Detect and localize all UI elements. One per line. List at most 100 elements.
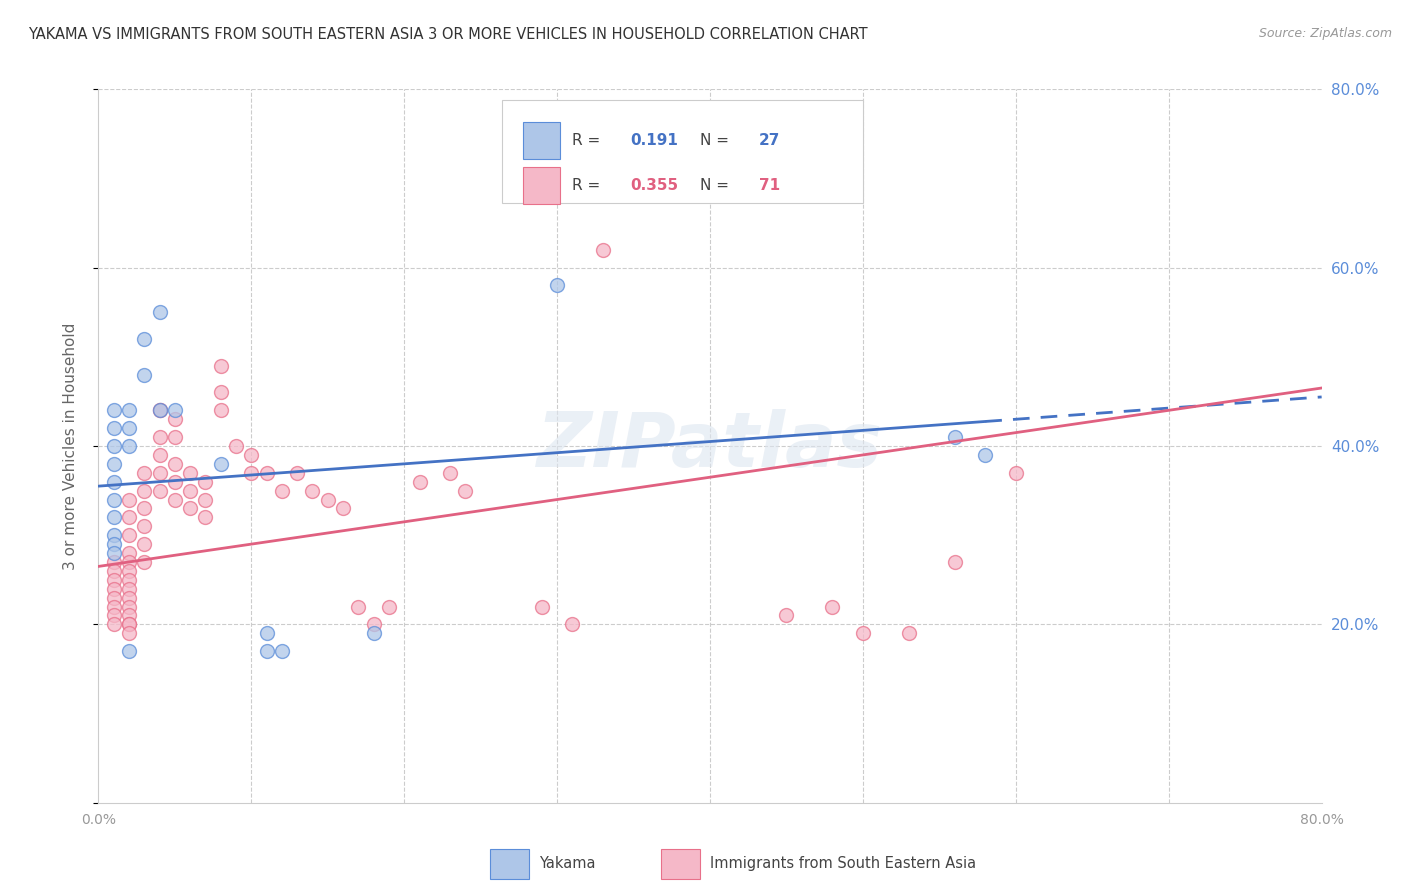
- Text: N =: N =: [700, 133, 734, 147]
- Point: [103, 537, 125, 551]
- FancyBboxPatch shape: [502, 100, 863, 203]
- Point: [118, 439, 141, 453]
- Point: [103, 582, 125, 596]
- Text: ZIPatlas: ZIPatlas: [537, 409, 883, 483]
- Point: [270, 483, 292, 498]
- Point: [149, 430, 172, 444]
- Point: [194, 475, 217, 489]
- Point: [439, 466, 461, 480]
- Point: [134, 332, 156, 346]
- Point: [103, 475, 125, 489]
- Point: [637, 162, 661, 177]
- Point: [163, 475, 186, 489]
- Point: [149, 448, 172, 462]
- Point: [163, 430, 186, 444]
- Point: [103, 608, 125, 623]
- Point: [149, 403, 172, 417]
- Point: [347, 599, 370, 614]
- Point: [118, 546, 141, 560]
- Point: [118, 403, 141, 417]
- Point: [103, 510, 125, 524]
- Point: [943, 555, 966, 569]
- Text: Yakama: Yakama: [538, 856, 595, 871]
- Point: [134, 501, 156, 516]
- Point: [530, 599, 553, 614]
- Point: [149, 305, 172, 319]
- Point: [163, 492, 186, 507]
- Point: [118, 510, 141, 524]
- Point: [118, 564, 141, 578]
- Point: [103, 421, 125, 435]
- Point: [118, 626, 141, 640]
- Text: Source: ZipAtlas.com: Source: ZipAtlas.com: [1258, 27, 1392, 40]
- Point: [852, 626, 875, 640]
- Point: [256, 644, 278, 658]
- Point: [301, 483, 323, 498]
- Point: [179, 483, 201, 498]
- Point: [149, 403, 172, 417]
- Text: YAKAMA VS IMMIGRANTS FROM SOUTH EASTERN ASIA 3 OR MORE VEHICLES IN HOUSEHOLD COR: YAKAMA VS IMMIGRANTS FROM SOUTH EASTERN …: [28, 27, 868, 42]
- Point: [149, 466, 172, 480]
- Point: [118, 492, 141, 507]
- Point: [134, 483, 156, 498]
- Point: [118, 528, 141, 542]
- Text: N =: N =: [700, 178, 734, 193]
- Text: 0.191: 0.191: [630, 133, 679, 147]
- Point: [103, 439, 125, 453]
- Point: [363, 626, 385, 640]
- Point: [546, 278, 568, 293]
- Point: [332, 501, 354, 516]
- Point: [561, 617, 583, 632]
- Point: [134, 466, 156, 480]
- Point: [103, 599, 125, 614]
- Point: [943, 430, 966, 444]
- Point: [209, 457, 232, 471]
- Point: [118, 608, 141, 623]
- Point: [194, 492, 217, 507]
- Point: [821, 599, 844, 614]
- Point: [163, 457, 186, 471]
- Point: [179, 501, 201, 516]
- Text: R =: R =: [572, 178, 605, 193]
- Point: [454, 483, 477, 498]
- Text: 71: 71: [759, 178, 780, 193]
- Point: [270, 644, 292, 658]
- Point: [408, 475, 430, 489]
- Point: [974, 448, 997, 462]
- Point: [378, 599, 401, 614]
- Point: [118, 582, 141, 596]
- Point: [149, 483, 172, 498]
- Point: [163, 412, 186, 426]
- Point: [103, 555, 125, 569]
- Text: Immigrants from South Eastern Asia: Immigrants from South Eastern Asia: [710, 856, 976, 871]
- Bar: [661, 849, 700, 880]
- Point: [1004, 466, 1026, 480]
- Point: [134, 519, 156, 533]
- Point: [103, 457, 125, 471]
- Point: [209, 385, 232, 400]
- Point: [134, 537, 156, 551]
- Point: [209, 403, 232, 417]
- Bar: [523, 167, 560, 204]
- Y-axis label: 3 or more Vehicles in Household: 3 or more Vehicles in Household: [63, 322, 77, 570]
- Point: [103, 546, 125, 560]
- Point: [285, 466, 308, 480]
- Point: [134, 368, 156, 382]
- Point: [103, 617, 125, 632]
- Point: [103, 492, 125, 507]
- Bar: [489, 849, 529, 880]
- Point: [118, 599, 141, 614]
- Point: [775, 608, 797, 623]
- Text: 0.355: 0.355: [630, 178, 679, 193]
- Point: [149, 403, 172, 417]
- Point: [118, 555, 141, 569]
- Point: [316, 492, 339, 507]
- Point: [209, 359, 232, 373]
- Point: [103, 403, 125, 417]
- Point: [103, 528, 125, 542]
- Point: [118, 644, 141, 658]
- Point: [134, 555, 156, 569]
- Text: 27: 27: [759, 133, 780, 147]
- Bar: [523, 121, 560, 159]
- Point: [103, 591, 125, 605]
